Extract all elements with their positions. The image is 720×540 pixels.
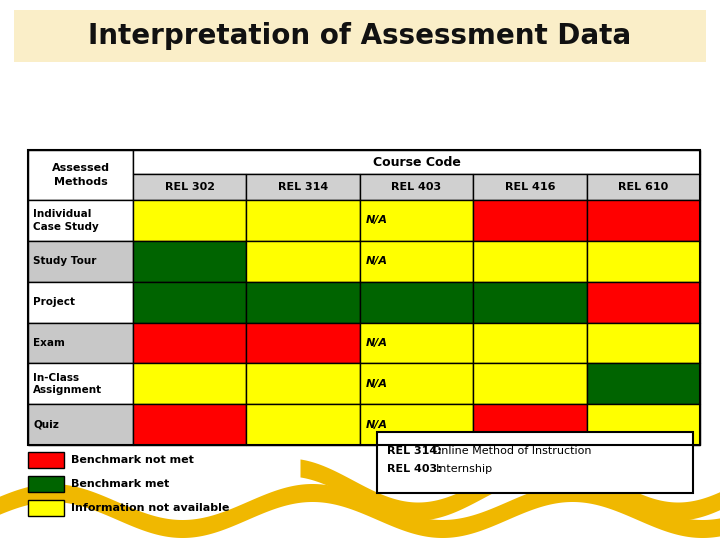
Text: Benchmark not met: Benchmark not met [71,455,194,465]
FancyBboxPatch shape [246,174,360,200]
FancyBboxPatch shape [473,363,587,404]
Text: Information not available: Information not available [71,503,230,513]
FancyBboxPatch shape [587,200,700,241]
FancyBboxPatch shape [28,200,133,241]
FancyBboxPatch shape [246,241,360,282]
FancyBboxPatch shape [28,404,133,445]
FancyBboxPatch shape [587,404,700,445]
Text: Interpretation of Assessment Data: Interpretation of Assessment Data [89,22,631,50]
FancyBboxPatch shape [360,282,473,322]
Text: REL 302: REL 302 [165,182,215,192]
FancyBboxPatch shape [587,363,700,404]
FancyBboxPatch shape [473,174,587,200]
FancyBboxPatch shape [133,174,246,200]
Text: N/A: N/A [366,338,388,348]
Text: Individual
Case Study: Individual Case Study [33,209,99,232]
Text: REL 403: REL 403 [392,182,441,192]
FancyBboxPatch shape [28,241,133,282]
FancyBboxPatch shape [360,200,473,241]
FancyBboxPatch shape [587,282,700,322]
Text: Assessed
Methods: Assessed Methods [52,164,109,187]
Text: REL 403:: REL 403: [387,464,441,474]
Text: Project: Project [33,297,75,307]
FancyBboxPatch shape [28,500,64,516]
Text: N/A: N/A [366,420,388,430]
Text: Course Code: Course Code [372,156,460,168]
Text: REL 314: REL 314 [278,182,328,192]
FancyBboxPatch shape [28,363,133,404]
FancyBboxPatch shape [133,241,246,282]
Text: Exam: Exam [33,338,65,348]
FancyBboxPatch shape [133,282,246,322]
FancyBboxPatch shape [473,241,587,282]
FancyBboxPatch shape [360,174,473,200]
FancyBboxPatch shape [473,404,587,445]
Text: Online Method of Instruction: Online Method of Instruction [428,446,591,456]
FancyBboxPatch shape [28,322,133,363]
FancyBboxPatch shape [246,404,360,445]
FancyBboxPatch shape [587,241,700,282]
Text: Study Tour: Study Tour [33,256,96,266]
Text: N/A: N/A [366,215,388,225]
FancyBboxPatch shape [246,363,360,404]
FancyBboxPatch shape [377,432,693,493]
Text: Quiz: Quiz [33,420,59,430]
FancyBboxPatch shape [133,363,246,404]
FancyBboxPatch shape [473,200,587,241]
FancyBboxPatch shape [133,200,246,241]
FancyBboxPatch shape [28,282,133,322]
FancyBboxPatch shape [133,150,700,174]
Text: Benchmark met: Benchmark met [71,479,169,489]
FancyBboxPatch shape [473,322,587,363]
FancyBboxPatch shape [587,322,700,363]
Text: N/A: N/A [366,256,388,266]
FancyBboxPatch shape [360,404,473,445]
Text: Internship: Internship [428,464,492,474]
FancyBboxPatch shape [360,241,473,282]
Text: N/A: N/A [366,379,388,389]
FancyBboxPatch shape [360,322,473,363]
Text: REL 314:: REL 314: [387,446,442,456]
FancyBboxPatch shape [133,404,246,445]
FancyBboxPatch shape [246,282,360,322]
Text: REL 610: REL 610 [618,182,668,192]
FancyBboxPatch shape [28,476,64,492]
FancyBboxPatch shape [246,200,360,241]
FancyBboxPatch shape [360,363,473,404]
FancyBboxPatch shape [473,282,587,322]
Text: In-Class
Assignment: In-Class Assignment [33,373,102,395]
FancyBboxPatch shape [28,452,64,468]
FancyBboxPatch shape [246,322,360,363]
FancyBboxPatch shape [133,322,246,363]
Text: REL 416: REL 416 [505,182,555,192]
FancyBboxPatch shape [587,174,700,200]
FancyBboxPatch shape [14,10,706,62]
FancyBboxPatch shape [28,150,133,200]
